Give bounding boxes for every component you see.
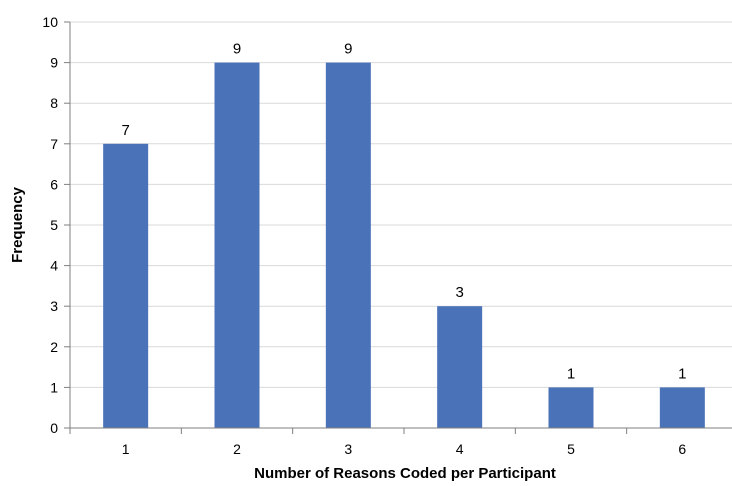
gridlines [70,21,732,388]
data-label-2: 9 [233,41,241,58]
y-tick-label: 2 [50,339,58,355]
y-tick-label: 5 [50,217,58,233]
data-label-5: 1 [567,365,575,382]
data-label-3: 9 [344,41,352,58]
data-label-4: 3 [455,284,463,301]
x-tick-label: 2 [233,441,241,457]
x-tick-label: 1 [122,441,130,457]
y-tick-label: 3 [50,298,58,314]
x-tick-label: 6 [678,441,686,457]
y-tick-label: 6 [50,176,58,192]
y-tick-label: 1 [50,379,58,395]
bar-1 [103,143,149,429]
bar-5 [548,387,594,428]
data-labels: 7 9 9 3 1 1 [121,41,686,383]
bar-4 [437,306,483,428]
x-tick-label: 3 [344,441,352,457]
y-tick-label: 0 [50,420,58,436]
y-tick-label: 10 [42,14,58,30]
bar-3 [325,62,371,428]
x-axis-title: Number of Reasons Coded per Participant [254,465,556,482]
bars [103,62,705,429]
data-label-6: 1 [678,365,686,382]
data-label-1: 7 [121,122,129,139]
x-tick-labels: 1 2 3 4 5 6 [69,428,686,457]
bar-6 [659,387,705,428]
x-tick-label: 4 [456,441,464,457]
y-axis-title: Frequency [9,186,26,263]
bar-2 [214,62,260,428]
y-tick-label: 7 [50,136,58,152]
x-tick-label: 5 [567,441,575,457]
y-tick-labels: 0 1 2 3 4 5 6 7 8 9 10 [42,14,70,436]
y-tick-label: 8 [50,95,58,111]
y-tick-label: 9 [50,55,58,71]
y-tick-label: 4 [50,258,58,274]
